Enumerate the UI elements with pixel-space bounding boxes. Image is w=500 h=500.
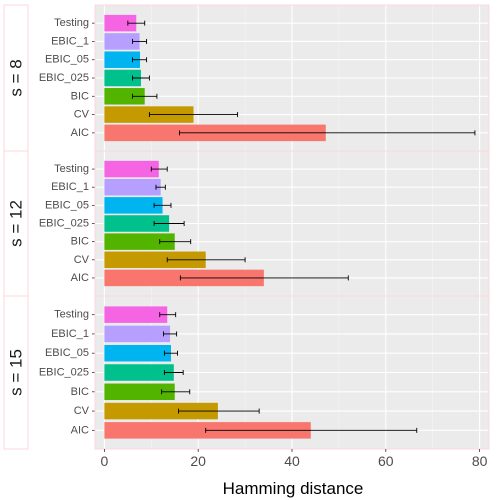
x-tick-label: 60 [378,453,394,469]
bar-ebic-05 [104,344,171,362]
y-tick-label: EBIC_1 [51,35,89,47]
facet-panel-1: s = 8 Testing EBIC_1 EBIC_05 EBIC_025 BIC CV AI… [3,4,490,152]
bar-testing [104,160,159,178]
y-tick-label: Testing [54,309,89,321]
x-tick-label: 20 [190,453,206,469]
facet-panel-2: s = 12 Testing EBIC_1 EBIC_05 EBIC_025 BIC CV A… [3,150,490,297]
bar-cv [104,251,206,269]
y-tick-label: CV [74,254,90,266]
bar-testing [104,306,168,323]
bar-testing [104,14,137,32]
y-tick-label: CV [74,405,90,417]
bar-ebic-025 [104,364,174,381]
facet-strip-label: s = 15 [7,349,26,396]
bar-ebic-025 [104,69,141,87]
bar-bic [104,88,145,105]
y-tick-label: EBIC_1 [51,328,89,340]
y-tick-label: EBIC_05 [45,199,89,211]
y-tick-label: Testing [54,17,89,29]
y-tick-label: EBIC_025 [39,367,89,379]
y-tick-label: BIC [71,236,89,248]
x-axis-title-text: Hamming distance [223,479,364,498]
y-tick-label: CV [74,109,90,121]
bar-cv [104,402,218,420]
y-tick-label: Testing [54,163,89,175]
bar-bic [104,383,175,401]
y-tick-label: EBIC_025 [39,218,89,230]
bar-ebic-025 [104,215,170,232]
bar-ebic-1 [104,325,171,343]
facet-strip-label: s = 8 [7,59,26,96]
bar-bic [104,233,175,250]
y-tick-label: AIC [71,272,89,284]
facet-strip [3,295,29,450]
y-tick-label: EBIC_1 [51,181,89,193]
bar-ebic-05 [104,197,163,214]
x-tick-label: 40 [284,453,300,469]
bar-ebic-1 [104,33,140,50]
x-tick-label: 0 [100,453,108,469]
facet-strip [3,4,29,152]
bar-ebic-1 [104,178,161,196]
x-tick-label: 80 [472,453,488,469]
bar-cv [104,106,194,123]
y-tick-label: AIC [71,127,89,139]
facet-panel-3: s = 15 Testing EBIC_1 EBIC_05 EBIC_025 BIC CV A… [3,295,490,450]
x-axis-title: Hamming distance [223,479,364,498]
bar-ebic-05 [104,51,141,68]
y-tick-label: EBIC_05 [45,347,89,359]
y-tick-label: EBIC_05 [45,54,89,66]
facet-strip [3,150,29,297]
y-tick-label: AIC [71,424,89,436]
y-tick-label: EBIC_025 [39,72,89,84]
y-tick-label: BIC [71,386,89,398]
y-tick-label: BIC [71,90,89,102]
facet-strip-label: s = 12 [7,200,26,247]
